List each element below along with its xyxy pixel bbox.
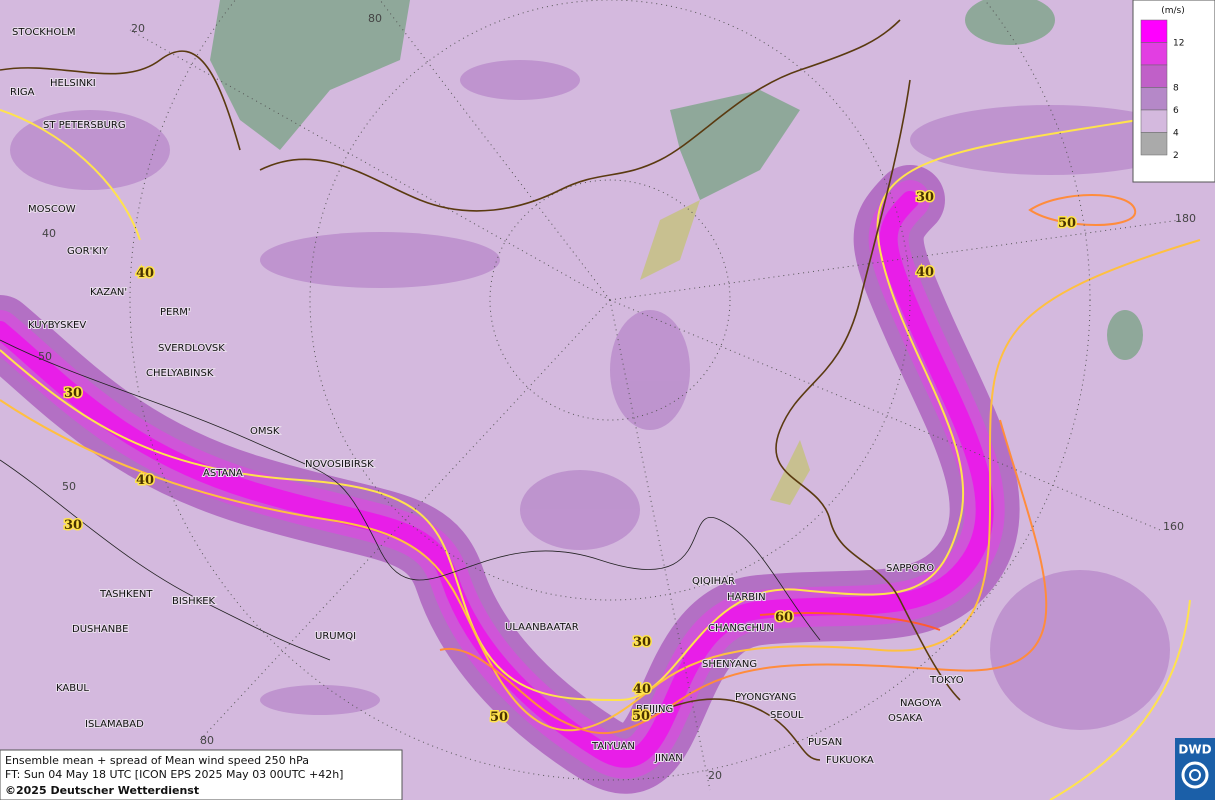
legend-swatch: [1140, 19, 1168, 43]
legend-tick-label: 8: [1173, 84, 1179, 94]
logo: DWD: [1175, 738, 1215, 800]
spread-blobs: [10, 60, 1190, 730]
contour-label: 50: [490, 710, 508, 725]
city-label: MOSCOW: [28, 204, 76, 215]
footer-line: ©2025 Deutscher Wetterdienst: [5, 784, 199, 797]
contour-label: 60: [775, 610, 793, 625]
graticule-labels: 20 80 40 50 50 180 160 80 20: [38, 12, 1196, 782]
city-label: PUSAN: [808, 737, 842, 748]
graticule-label: 20: [131, 22, 145, 35]
city-label: ASTANA: [203, 468, 243, 479]
city-label: SEOUL: [770, 710, 804, 721]
city-label: PERM': [160, 307, 191, 318]
city-label: ST PETERSBURG: [43, 120, 126, 131]
city-label: HARBIN: [727, 592, 766, 603]
city-label: SAPPORO: [886, 563, 934, 574]
graticule-label: 80: [200, 734, 214, 747]
city-label: HELSINKI: [50, 78, 96, 89]
legend-swatch: [1140, 64, 1168, 88]
contour-label: 50: [632, 709, 650, 724]
land-ice: [210, 0, 1143, 505]
city-label: TOKYO: [929, 675, 964, 686]
city-label: KUYBYSKEV: [28, 320, 86, 331]
legend-swatch: [1140, 42, 1168, 66]
graticule-label: 80: [368, 12, 382, 25]
city-label: NOVOSIBIRSK: [305, 459, 374, 470]
city-label: KAZAN': [90, 287, 127, 298]
legend-tick-label: 6: [1173, 106, 1179, 116]
legend-tick-label: 4: [1173, 129, 1179, 139]
legend-swatch: [1140, 109, 1168, 133]
contour-label: 30: [633, 635, 651, 650]
graticule-label: 50: [38, 350, 52, 363]
footer-line: Ensemble mean + spread of Mean wind spee…: [5, 754, 309, 767]
city-label: TAIYUAN: [591, 741, 635, 752]
contour-label: 40: [136, 266, 154, 281]
legend: (m/s) 12 8 6 4 2: [1132, 0, 1215, 183]
graticule-label: 180: [1175, 212, 1196, 225]
graticule-label: 50: [62, 480, 76, 493]
city-label: JINAN: [654, 753, 683, 764]
city-label: SVERDLOVSK: [158, 343, 225, 354]
logo-swirl: [1189, 769, 1201, 781]
city-label: BISHKEK: [172, 596, 216, 607]
coastlines: [0, 19, 961, 761]
contour-label: 30: [64, 386, 82, 401]
footer: Ensemble mean + spread of Mean wind spee…: [0, 749, 403, 800]
city-label: NAGOYA: [900, 698, 942, 709]
contour-labels: 30 50 40 40 30 40 30 60 30 40 50 50: [62, 189, 1077, 727]
contour-label: 40: [633, 682, 651, 697]
city-label: STOCKHOLM: [12, 27, 75, 38]
legend-swatch: [1140, 132, 1168, 156]
city-label: GOR'KIY: [67, 246, 109, 257]
city-label: SHENYANG: [702, 659, 757, 670]
contour-label: 40: [136, 473, 154, 488]
legend-swatch: [1140, 87, 1168, 111]
contour-label: 50: [1058, 216, 1076, 231]
graticule-label: 20: [708, 769, 722, 782]
city-label: QIQIHAR: [692, 576, 735, 587]
logo-text: DWD: [1178, 743, 1211, 757]
logo-swirl: [1181, 761, 1209, 789]
graticule-label: 40: [42, 227, 56, 240]
city-label: DUSHANBE: [72, 624, 128, 635]
jet-stream: [0, 165, 1020, 794]
graticule: [129, 0, 1181, 791]
city-label: FUKUOKA: [826, 755, 874, 766]
city-label: ISLAMABAD: [85, 719, 144, 730]
city-label: ULAANBAATAR: [505, 622, 579, 633]
city-label: RIGA: [10, 87, 35, 98]
city-label: TASHKENT: [99, 589, 153, 600]
city-label: BEIJING: [636, 704, 673, 715]
legend-unit: (m/s): [1161, 6, 1185, 16]
contour-label: 40: [916, 265, 934, 280]
contour-label: 30: [64, 518, 82, 533]
legend-tick-label: 2: [1173, 151, 1179, 161]
city-label: PYONGYANG: [735, 692, 796, 703]
city-label: CHANGCHUN: [708, 623, 774, 634]
footer-box: [0, 749, 403, 800]
city-label: OMSK: [250, 426, 280, 437]
city-labels: STOCKHOLM HELSINKI RIGA ST PETERSBURG MOSCOW…: [9, 26, 965, 767]
contour-lines: [0, 109, 1201, 800]
city-label: OSAKA: [888, 713, 923, 724]
city-label: KABUL: [56, 683, 89, 694]
contour-label: 30: [916, 190, 934, 205]
legend-tick-label: 12: [1173, 39, 1184, 49]
city-label: CHELYABINSK: [146, 368, 214, 379]
footer-line: FT: Sun 04 May 18 UTC [ICON EPS 2025 May…: [5, 768, 343, 781]
city-label: URUMQI: [315, 631, 356, 642]
borders: [0, 339, 821, 661]
graticule-label: 160: [1163, 520, 1184, 533]
